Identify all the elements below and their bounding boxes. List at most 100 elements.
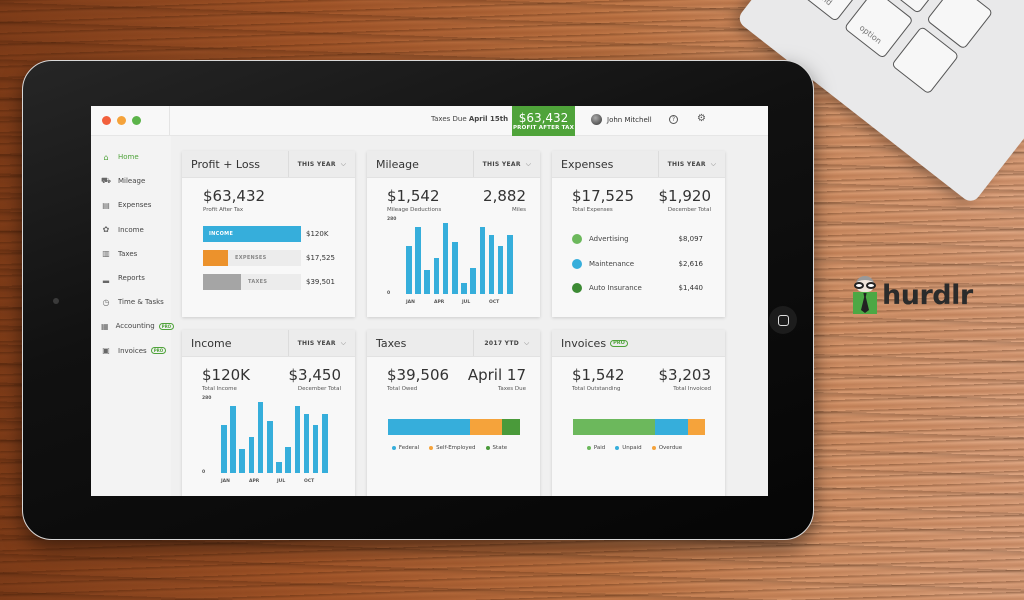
profit-after-tax-amount: $63,432 [203, 187, 266, 205]
sidebar-item-income[interactable]: ✿ Income [91, 218, 171, 242]
sidebar-item-invoices[interactable]: ▣ Invoices PRO [91, 339, 171, 363]
taxes-card: Taxes 2017 YTD ⌵ $39,506 Total Owed April … [367, 330, 540, 496]
taxes-value: $39,501 [306, 278, 335, 286]
december-total-label: December Total [667, 207, 711, 213]
mileage-deductions-label: Mileage Deductions [387, 207, 442, 213]
chart-bar-jun [266, 420, 273, 473]
profit-after-tax-badge[interactable]: $63,432 PROFIT AFTER TAX [512, 106, 575, 136]
chart-bars [221, 399, 328, 473]
miles-label: Miles [511, 207, 526, 213]
x-tick-label: JAN [221, 479, 230, 484]
sidebar-item-label: Invoices [118, 346, 147, 355]
sidebar-item-expenses[interactable]: ▤ Expenses [91, 193, 171, 217]
period-dropdown[interactable]: 2017 YTD ⌵ [473, 330, 540, 356]
x-tick-label: JUL [277, 479, 286, 484]
window-minimize-button[interactable] [117, 116, 126, 125]
period-label: THIS YEAR [667, 160, 706, 168]
card-title: Mileage [376, 157, 419, 171]
tablet-home-button[interactable] [769, 306, 797, 334]
expense-category-row[interactable]: Advertising $8,097 [572, 227, 725, 252]
chart-bar-feb [415, 227, 421, 294]
chart-bar-may [442, 223, 449, 294]
window-close-button[interactable] [102, 116, 111, 125]
expenses-bar-row: EXPENSES $17,525 [203, 250, 355, 266]
card-title: Invoices PRO [552, 337, 725, 350]
sidebar-item-label: Reports [118, 274, 145, 283]
chart-bar-sep [479, 227, 486, 294]
total-outstanding-label: Total Outstanding [572, 386, 621, 392]
total-owed-amount: $39,506 [387, 366, 450, 384]
pro-badge: PRO [610, 339, 628, 347]
period-dropdown[interactable]: THIS YEAR ⌵ [288, 151, 355, 177]
card-header: Mileage THIS YEAR ⌵ [367, 151, 540, 178]
stat-row: $39,506 Total Owed April 17 Taxes Due [367, 357, 540, 393]
sidebar-item-reports[interactable]: ▂ Reports [91, 266, 171, 290]
x-tick-label: APR [249, 479, 260, 484]
profit-label: PROFIT AFTER TAX [512, 124, 575, 131]
legend-dot-icon [615, 445, 620, 450]
expenses-card: Expenses THIS YEAR ⌵ $17,525 Total Expense… [552, 151, 725, 317]
legend-label: Federal [398, 445, 420, 451]
expense-categories: Advertising $8,097 Maintenance $2,616 Auto… [552, 213, 725, 301]
category-label: Auto Insurance [589, 284, 642, 293]
logo-text: hurdlr [882, 279, 973, 311]
total-outstanding-amount: $1,542 [572, 366, 625, 384]
y-axis-max: 280 [387, 217, 397, 222]
x-tick-label: APR [434, 300, 445, 305]
expense-category-row[interactable]: Auto Insurance $1,440 [572, 276, 725, 301]
sidebar-item-label: Accounting [115, 322, 155, 331]
mileage-deductions-amount: $1,542 [387, 187, 440, 205]
chart-bar-oct [488, 235, 495, 294]
avatar [591, 114, 602, 125]
chevron-down-icon: ⌵ [710, 159, 717, 168]
sidebar-item-accounting[interactable]: ▦ Accounting PRO [91, 314, 175, 338]
invoice-icon: ▣ [102, 346, 110, 356]
period-dropdown[interactable]: THIS YEAR ⌵ [288, 330, 355, 356]
legend-label: Self-Employed [436, 445, 476, 451]
sidebar-item-time-tasks[interactable]: ◷ Time & Tasks [91, 290, 171, 314]
gear-icon[interactable]: ⚙ [697, 113, 706, 124]
sidebar-item-home[interactable]: ⌂ Home [91, 145, 171, 169]
legend-dot-icon [391, 445, 396, 450]
help-icon[interactable]: ? [669, 115, 678, 124]
category-amount: $2,616 [678, 259, 704, 268]
legend-item: State [485, 445, 508, 451]
legend-item: Federal [391, 445, 420, 451]
legend-dot-icon [485, 445, 490, 450]
tablet-device: Taxes Due April 15th $63,432 PROFIT AFTE… [22, 60, 814, 540]
window-maximize-button[interactable] [132, 116, 141, 125]
profit-loss-card: Profit + Loss THIS YEAR ⌵ $63,432 Profit … [182, 151, 355, 317]
legend-label: State [492, 445, 508, 451]
sidebar-item-mileage[interactable]: ⛟ Mileage [91, 169, 171, 193]
card-title: Taxes [376, 336, 407, 350]
unpaid-segment [654, 419, 688, 435]
sidebar-item-label: Mileage [118, 177, 146, 186]
legend-label: Overdue [658, 445, 683, 451]
category-dot-icon [572, 258, 582, 269]
y-axis-min: 0 [387, 291, 391, 296]
chart-bars [406, 220, 513, 294]
period-label: 2017 YTD [484, 339, 519, 347]
x-axis-labels: JAN APR JUL OCT [221, 479, 341, 487]
sidebar: ⌂ Home ⛟ Mileage ▤ Expenses ✿ Income ▥ Taxes … [91, 136, 175, 496]
chevron-down-icon: ⌵ [525, 159, 532, 168]
taxes-legend: Federal Self-Employed State [367, 445, 540, 451]
chart-bar-jan [221, 425, 227, 473]
card-header: Taxes 2017 YTD ⌵ [367, 330, 540, 357]
chart-bar-dec [322, 414, 328, 473]
x-tick-label: OCT [304, 479, 315, 484]
stat-block: $63,432 Profit After Tax [182, 178, 355, 214]
home-icon: ⌂ [103, 152, 109, 162]
mileage-card: Mileage THIS YEAR ⌵ $1,542 Mileage Deducti… [367, 151, 540, 317]
coins-icon: ✿ [102, 225, 110, 235]
sidebar-item-label: Time & Tasks [118, 298, 164, 307]
period-dropdown[interactable]: THIS YEAR ⌵ [658, 151, 725, 177]
expense-category-row[interactable]: Maintenance $2,616 [572, 252, 725, 277]
state-segment [501, 419, 520, 435]
period-dropdown[interactable]: THIS YEAR ⌵ [473, 151, 540, 177]
user-menu[interactable]: John Mitchell [591, 114, 652, 125]
income-value: $120K [306, 230, 329, 238]
sidebar-item-taxes[interactable]: ▥ Taxes [91, 242, 171, 266]
legend-item: Paid [586, 445, 605, 451]
mileage-bar-chart: 280 0 JAN APR JUL OCT [387, 217, 522, 309]
